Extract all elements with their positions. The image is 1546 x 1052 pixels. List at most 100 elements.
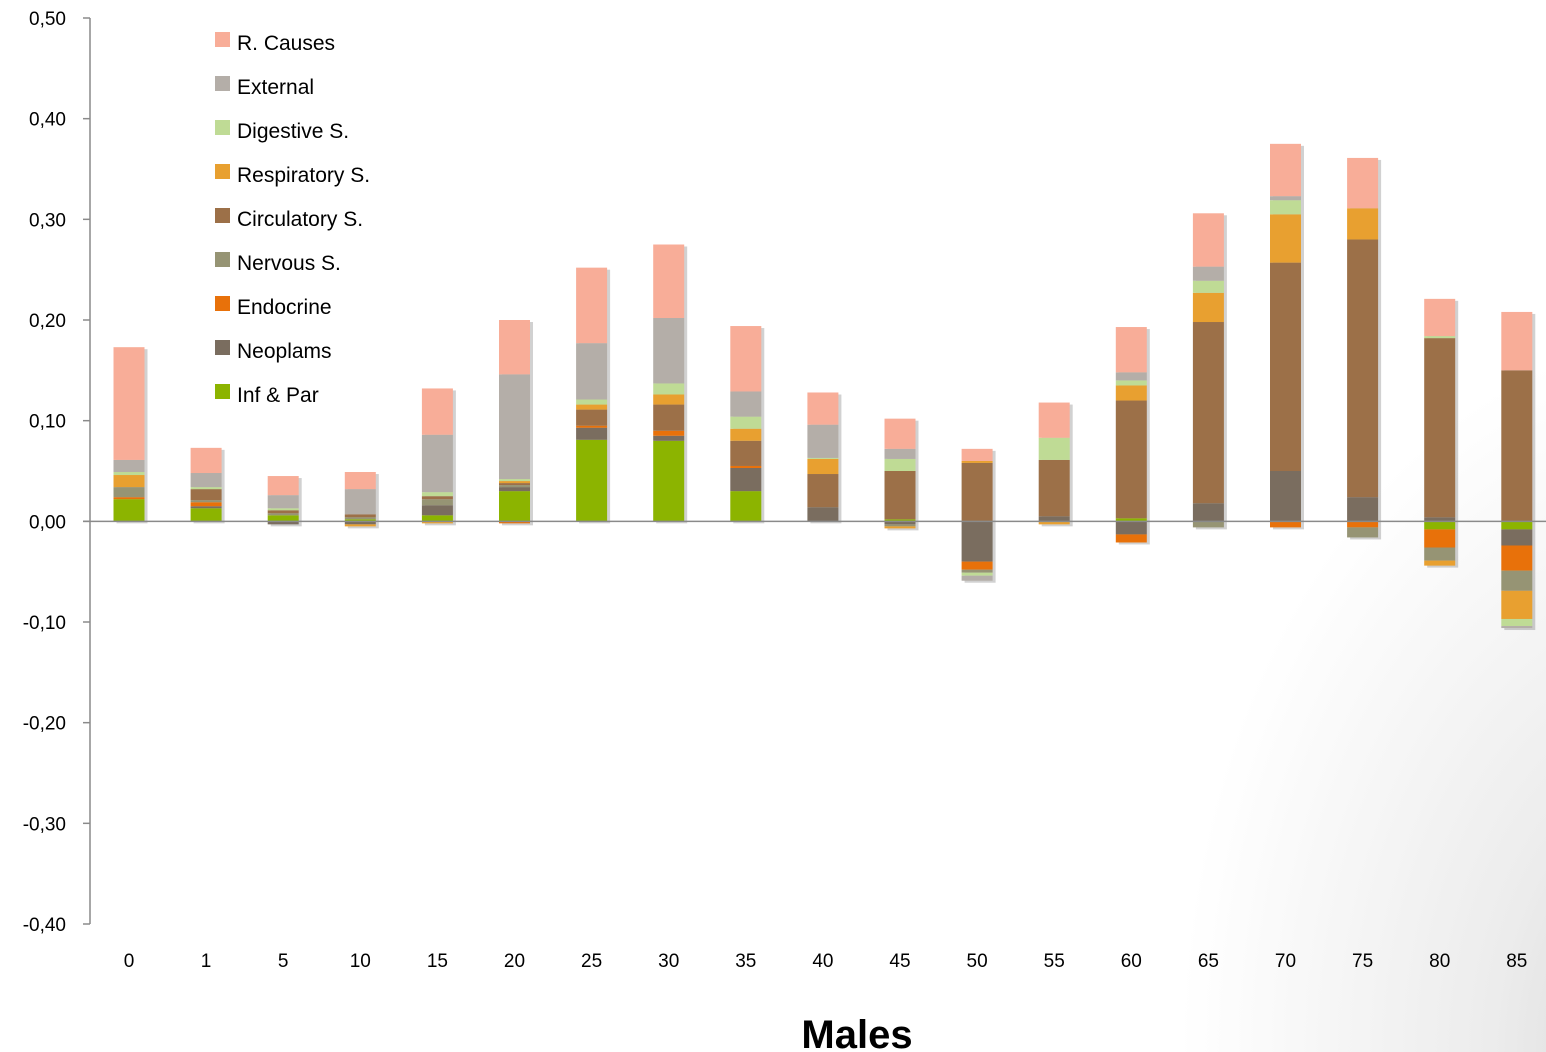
y-axis: -0,40 -0,30 -0,20 -0,10 0,00 0,10 0,20 0,30 0,40… (23, 9, 91, 936)
bar-stack-20 (499, 320, 533, 526)
bar-segment-50-5 (961, 460, 993, 463)
bar-segment-30-0 (653, 440, 685, 522)
x-tick-label: 5 (278, 951, 289, 972)
bar-segment-15-0 (421, 515, 453, 522)
bar-segment-70-1 (1270, 471, 1301, 522)
bar-segment-20-5 (499, 481, 530, 484)
bar-segment-60-0 (1115, 518, 1147, 522)
bar-segment-35-8 (730, 326, 762, 392)
bar-segment-20-2 (499, 521, 530, 524)
x-tick-label: 45 (889, 951, 910, 972)
bar-segment-80-3 (1424, 547, 1456, 561)
bar-segment-75-8 (1347, 157, 1379, 209)
bar-segment-15-4 (421, 496, 453, 500)
legend-item: Circulatory S. (215, 208, 363, 231)
x-tick-label: 60 (1121, 951, 1142, 972)
y-tick-label: -0,30 (23, 814, 66, 835)
bar-segment-55-6 (1038, 437, 1070, 460)
x-tick-label: 15 (427, 951, 448, 972)
bar-segment-65-8 (1192, 213, 1224, 267)
bar-segment-1-7 (190, 473, 222, 488)
bar-segment-45-6 (884, 458, 916, 471)
x-tick-label: 30 (658, 951, 679, 972)
bar-segment-15-1 (421, 505, 453, 516)
legend-label: Neoplams (237, 340, 332, 363)
bar-segment-70-7 (1270, 196, 1301, 201)
bar-segment-5-6 (267, 508, 299, 511)
bar-segment-35-0 (730, 491, 762, 522)
legend-item: Neoplams (215, 340, 332, 363)
bar-segment-1-1 (190, 506, 222, 509)
bar-stack-1 (190, 447, 225, 524)
bar-segment-15-6 (421, 492, 453, 497)
bar-segment-10-7 (344, 489, 376, 515)
bar-segment-5-3 (267, 513, 299, 516)
y-tick-label: -0,20 (23, 714, 66, 735)
x-tick-label: 0 (124, 951, 135, 972)
legend-item: Inf & Par (215, 384, 319, 407)
bar-stack-10 (344, 472, 379, 529)
bar-segment-80-6 (1424, 336, 1456, 339)
y-tick-label: 0,00 (29, 512, 66, 533)
bar-segment-85-4 (1501, 370, 1533, 522)
bar-segment-1-3 (190, 500, 222, 503)
y-tick-label: 0,10 (29, 412, 66, 433)
bar-segment-60-7 (1115, 372, 1147, 381)
bar-segment-40-6 (807, 457, 839, 459)
bar-segment-10-4 (344, 514, 376, 518)
bar-segment-75-2 (1347, 521, 1379, 528)
bar-segment-70-4 (1270, 262, 1301, 471)
x-tick-label: 85 (1506, 951, 1527, 972)
bar-segment-50-7 (961, 575, 993, 581)
bar-segment-25-8 (576, 267, 608, 344)
bar-segment-20-3 (499, 485, 530, 488)
legend-swatch (215, 384, 230, 399)
bar-segment-30-6 (653, 383, 685, 395)
bar-segment-20-1 (499, 487, 530, 492)
bar-segment-75-1 (1347, 497, 1379, 522)
bar-segment-85-2 (1501, 545, 1533, 571)
bar-segment-25-1 (576, 427, 608, 440)
bar-segment-60-2 (1115, 534, 1147, 543)
chart-title: Males (801, 1013, 912, 1052)
legend-label: Inf & Par (237, 384, 319, 407)
legend-item: Nervous S. (215, 252, 341, 275)
bar-segment-60-4 (1115, 400, 1147, 519)
bar-segment-50-2 (961, 561, 993, 570)
bar-segment-1-4 (190, 489, 222, 501)
bar-stack-45 (884, 418, 919, 531)
bar-segment-65-5 (1192, 292, 1224, 323)
legend-label: External (237, 76, 314, 99)
bar-segment-50-8 (961, 448, 993, 461)
bar-segment-0-8 (113, 347, 145, 460)
bar-segment-5-0 (267, 515, 299, 522)
bar-segment-5-1 (267, 521, 299, 525)
bar-stack-55 (1038, 402, 1073, 527)
legend-item: R. Causes (215, 32, 335, 55)
bar-segment-80-0 (1424, 521, 1456, 530)
bar-segment-40-8 (807, 392, 839, 425)
bar-segment-45-0 (884, 519, 916, 522)
x-axis: 0 1 5 10 15 20 25 30 35 40 45 50 55 60 65 70 75 80 85 (83, 520, 1546, 972)
bar-segment-35-4 (730, 440, 762, 466)
bar-segment-1-0 (190, 508, 222, 522)
legend-label: Circulatory S. (237, 208, 363, 231)
bar-segment-45-8 (884, 418, 916, 449)
bar-segment-10-3 (344, 517, 376, 520)
bar-segment-20-7 (499, 374, 530, 480)
bar-segment-80-2 (1424, 529, 1456, 548)
x-tick-label: 10 (350, 951, 371, 972)
x-tick-label: 55 (1044, 951, 1065, 972)
bar-segment-50-4 (961, 462, 993, 522)
bar-segment-0-3 (113, 487, 145, 498)
legend-swatch (215, 76, 230, 91)
y-tick-label: -0,40 (23, 915, 66, 936)
bar-segment-15-8 (421, 388, 453, 435)
x-tick-label: 20 (504, 951, 525, 972)
x-tick-label: 50 (967, 951, 988, 972)
bar-segment-45-5 (884, 526, 916, 529)
bar-segment-25-7 (576, 343, 608, 400)
bar-segment-55-1 (1038, 516, 1070, 522)
bar-segment-85-5 (1501, 590, 1533, 619)
bar-segment-35-6 (730, 416, 762, 429)
